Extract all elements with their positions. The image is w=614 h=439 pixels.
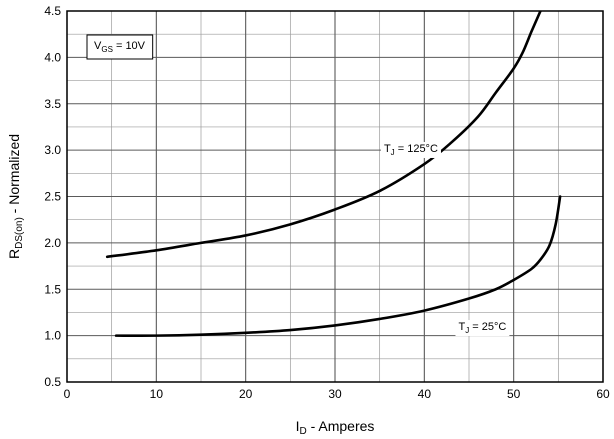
x-tick-label: 20	[239, 387, 253, 401]
x-axis-title: ID - Amperes	[296, 418, 375, 437]
x-tick-label: 10	[150, 387, 164, 401]
plot-frame	[66, 10, 604, 383]
x-tick-label: 0	[64, 387, 71, 401]
y-axis-title: RDS(on) - Normalized	[6, 134, 25, 259]
series-label-tj-125c: TJ = 125°C	[384, 143, 438, 157]
series-line-tj-25c	[114, 195, 562, 337]
y-tick-label: 0.5	[44, 375, 61, 389]
y-tick-label: 3.5	[44, 97, 61, 111]
y-tick-label: 1.0	[44, 329, 61, 343]
legend-box	[86, 34, 154, 60]
legend: VGS = 10V	[86, 34, 154, 60]
x-tick-label: 50	[507, 387, 521, 401]
y-tick-label: 1.5	[44, 282, 61, 296]
y-tick-label: 4.5	[44, 4, 61, 18]
tick-labels: 0 10 20 30 40 50 60 0.5 1.0 1.5 2.0 2.5 3.0 3.5 4.0 4.5	[44, 4, 610, 401]
series-line-tj-125c	[105, 11, 542, 259]
x-tick-label: 40	[418, 387, 432, 401]
series-label-tj-25c: TJ = 25°C	[458, 321, 506, 335]
series-label-background	[455, 320, 510, 337]
series-annotations: TJ = 125°C TJ = 25°C	[380, 141, 510, 337]
series-lines	[105, 11, 562, 337]
legend-label: VGS = 10V	[94, 40, 146, 54]
x-tick-label: 30	[328, 387, 342, 401]
y-tick-label: 4.0	[44, 50, 61, 64]
y-tick-label: 2.5	[44, 190, 61, 204]
series-label-background	[380, 141, 441, 158]
y-tick-label: 2.0	[44, 236, 61, 250]
x-tick-label: 60	[596, 387, 610, 401]
y-tick-label: 3.0	[44, 143, 61, 157]
